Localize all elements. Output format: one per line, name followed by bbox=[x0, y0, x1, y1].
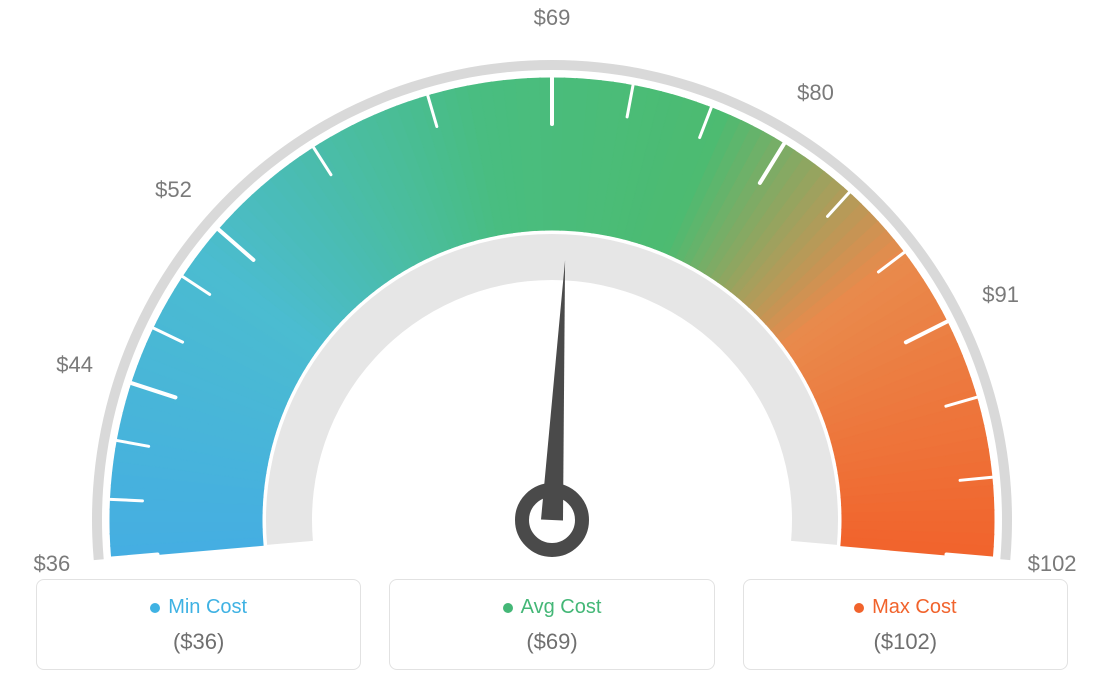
gauge-tick-label: $36 bbox=[34, 551, 71, 577]
legend-row: Min Cost ($36) Avg Cost ($69) Max Cost (… bbox=[36, 579, 1068, 670]
legend-value-max: ($102) bbox=[754, 629, 1057, 655]
legend-title-max: Max Cost bbox=[854, 596, 956, 619]
legend-label-max: Max Cost bbox=[872, 596, 956, 619]
legend-dot-min bbox=[150, 603, 160, 613]
legend-label-min: Min Cost bbox=[168, 596, 247, 619]
gauge-tick-label: $102 bbox=[1028, 551, 1077, 577]
legend-dot-avg bbox=[503, 603, 513, 613]
gauge-tick-label: $52 bbox=[155, 177, 192, 203]
gauge-tick-label: $69 bbox=[534, 5, 571, 31]
legend-value-min: ($36) bbox=[47, 629, 350, 655]
legend-dot-max bbox=[854, 603, 864, 613]
legend-card-min: Min Cost ($36) bbox=[36, 579, 361, 670]
legend-value-avg: ($69) bbox=[400, 629, 703, 655]
gauge-svg bbox=[0, 0, 1104, 580]
legend-card-max: Max Cost ($102) bbox=[743, 579, 1068, 670]
legend-title-min: Min Cost bbox=[150, 596, 247, 619]
legend-card-avg: Avg Cost ($69) bbox=[389, 579, 714, 670]
gauge-tick-label: $80 bbox=[797, 80, 834, 106]
legend-title-avg: Avg Cost bbox=[503, 596, 602, 619]
gauge-tick-label: $44 bbox=[56, 352, 93, 378]
gauge-tick-label: $91 bbox=[982, 282, 1019, 308]
legend-label-avg: Avg Cost bbox=[521, 596, 602, 619]
gauge-chart-container: Min Cost ($36) Avg Cost ($69) Max Cost (… bbox=[0, 0, 1104, 690]
